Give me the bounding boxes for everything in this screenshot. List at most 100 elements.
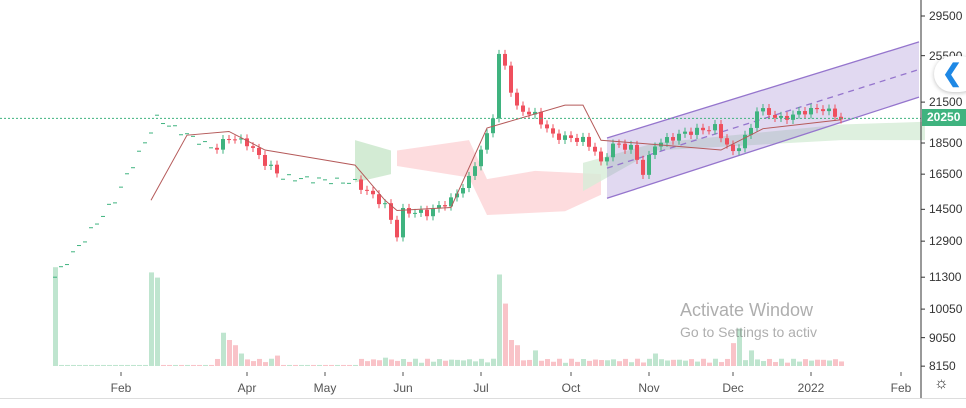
volume-bar — [473, 361, 478, 366]
candle-body — [431, 208, 435, 217]
volume-bar — [53, 267, 58, 366]
candle-body — [581, 136, 585, 142]
candle-body — [755, 111, 759, 128]
candle-body — [467, 175, 471, 189]
candle-body — [713, 124, 717, 131]
volume-bar — [59, 364, 64, 366]
volume-bar — [551, 361, 556, 366]
candle-body — [743, 134, 747, 149]
volume-bar — [731, 343, 736, 366]
volume-bar — [461, 360, 466, 366]
candle-body — [233, 139, 237, 141]
candle-body — [533, 111, 537, 115]
volume-bar — [383, 357, 388, 366]
volume-bar — [755, 359, 760, 366]
volume-bar — [95, 364, 100, 366]
candle-body — [599, 151, 603, 162]
price-axis-label: 29500 — [929, 9, 963, 23]
candle-body — [833, 108, 837, 117]
volume-bar — [587, 360, 592, 366]
volume-bar — [359, 358, 364, 366]
volume-bar — [671, 359, 676, 366]
candle-body — [263, 154, 267, 166]
volume-bar — [353, 364, 358, 366]
candle-body — [671, 137, 675, 141]
volume-bar — [797, 361, 802, 366]
volume-bar — [485, 362, 490, 366]
candle-body — [575, 137, 579, 142]
volume-bar — [575, 361, 580, 366]
volume-bar — [305, 364, 310, 366]
volume-bar — [437, 359, 442, 366]
candle-body — [401, 207, 405, 238]
ichimoku-cloud — [583, 121, 925, 192]
volume-bar — [185, 364, 190, 366]
time-axis-label: Oct — [561, 381, 581, 395]
volume-bar — [263, 362, 268, 366]
volume-bar — [761, 361, 766, 366]
candle-body — [395, 219, 399, 238]
volume-bar — [83, 364, 88, 366]
candle-body — [635, 144, 639, 160]
volume-bar — [431, 361, 436, 366]
candle-body — [269, 164, 273, 166]
candle-body — [821, 109, 825, 112]
volume-bar — [689, 359, 694, 366]
candle-body — [497, 53, 501, 119]
volume-bar — [155, 277, 160, 366]
volume-bar — [125, 364, 130, 366]
volume-bar — [653, 353, 658, 366]
candle-body — [731, 144, 735, 152]
time-axis-label: 2022 — [797, 381, 825, 395]
volume-bar — [143, 364, 148, 366]
volume-bar — [167, 364, 172, 366]
candle-body — [761, 108, 765, 112]
volume-bar — [317, 364, 322, 366]
volume-bar — [701, 358, 706, 366]
volume-bar — [749, 350, 754, 366]
candle-body — [551, 128, 555, 134]
candle-body — [725, 138, 729, 145]
candle-body — [515, 92, 519, 106]
volume-bar — [695, 361, 700, 366]
ichimoku-cloud — [397, 140, 601, 216]
volume-bar — [491, 358, 496, 366]
candle-body — [473, 166, 477, 176]
divider — [0, 398, 966, 399]
candle-body — [767, 108, 771, 115]
volume-bar — [677, 359, 682, 366]
volume-bar — [179, 364, 184, 366]
volume-bar — [773, 362, 778, 366]
candle-body — [485, 133, 489, 150]
volume-bar — [407, 361, 412, 366]
volume-bar — [623, 358, 628, 366]
volume-bar — [497, 274, 502, 366]
candle-body — [701, 127, 705, 131]
candle-body — [785, 115, 789, 120]
candle-body — [653, 146, 657, 155]
price-axis-label: 16500 — [929, 167, 963, 182]
volume-bar — [563, 362, 568, 366]
volume-bar — [479, 358, 484, 366]
watermark-title: Activate Window — [680, 300, 814, 320]
candle-body — [563, 135, 567, 140]
candle-body — [647, 154, 651, 175]
candle-body — [377, 194, 381, 205]
candle-body — [623, 143, 627, 150]
volume-bar — [149, 272, 154, 366]
price-axis-label: 14500 — [929, 202, 963, 217]
price-axis-label: 18500 — [929, 136, 963, 150]
candle-body — [587, 136, 591, 147]
volume-bar — [251, 361, 256, 366]
candle-body — [569, 135, 573, 138]
volume-bar — [545, 359, 550, 366]
gear-icon[interactable]: ☼ — [934, 375, 949, 392]
collapse-panel-button[interactable]: ❮ — [934, 56, 966, 92]
volume-bar — [521, 360, 526, 366]
volume-bar — [815, 359, 820, 366]
candle-body — [683, 131, 687, 134]
candle-body — [593, 146, 597, 152]
volume-bar — [347, 364, 352, 366]
volume-bar — [209, 364, 214, 366]
